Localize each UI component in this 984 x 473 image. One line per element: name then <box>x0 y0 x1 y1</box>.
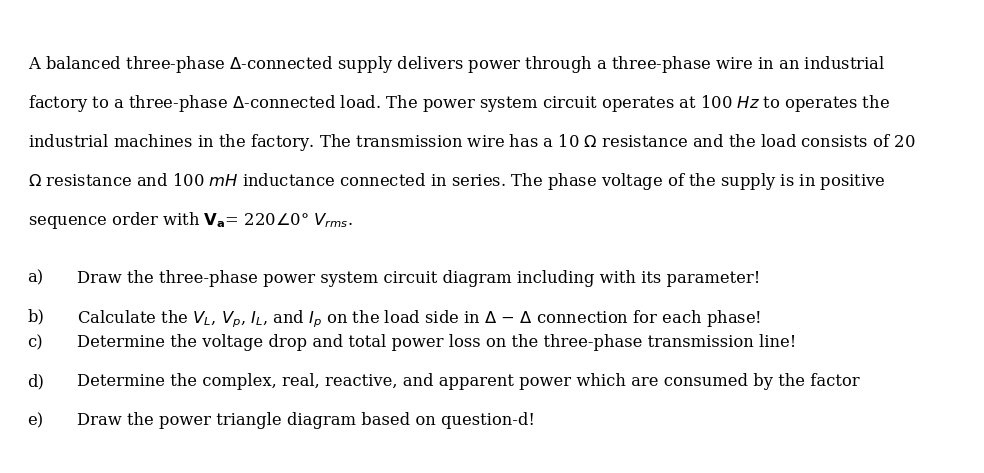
Text: d): d) <box>28 373 44 390</box>
Text: factory to a three-phase $\Delta$-connected load. The power system circuit opera: factory to a three-phase $\Delta$-connec… <box>28 93 890 114</box>
Text: a): a) <box>28 270 43 287</box>
Text: Draw the power triangle diagram based on question-d!: Draw the power triangle diagram based on… <box>77 412 534 429</box>
Text: Determine the voltage drop and total power loss on the three-phase transmission : Determine the voltage drop and total pow… <box>77 334 796 351</box>
Text: e): e) <box>28 412 43 429</box>
Text: Calculate the $V_L$, $V_p$, $I_L$, and $I_p$ on the load side in $\Delta$ $-$ $\: Calculate the $V_L$, $V_p$, $I_L$, and $… <box>77 308 761 330</box>
Text: Determine the complex, real, reactive, and apparent power which are consumed by : Determine the complex, real, reactive, a… <box>77 373 859 390</box>
Text: industrial machines in the factory. The transmission wire has a 10 $\Omega$ resi: industrial machines in the factory. The … <box>28 132 915 153</box>
Text: A balanced three-phase $\Delta$-connected supply delivers power through a three-: A balanced three-phase $\Delta$-connecte… <box>28 54 885 75</box>
Text: Draw the three-phase power system circuit diagram including with its parameter!: Draw the three-phase power system circui… <box>77 270 760 287</box>
Text: $\Omega$ resistance and 100 $\mathit{mH}$ inductance connected in series. The ph: $\Omega$ resistance and 100 $\mathit{mH}… <box>28 171 886 192</box>
Text: b): b) <box>28 308 44 325</box>
Text: c): c) <box>28 334 43 351</box>
Text: sequence order with $\mathbf{V_a}$= 220$\angle$0° $V_{\mathit{rms}}$.: sequence order with $\mathbf{V_a}$= 220$… <box>28 210 352 230</box>
